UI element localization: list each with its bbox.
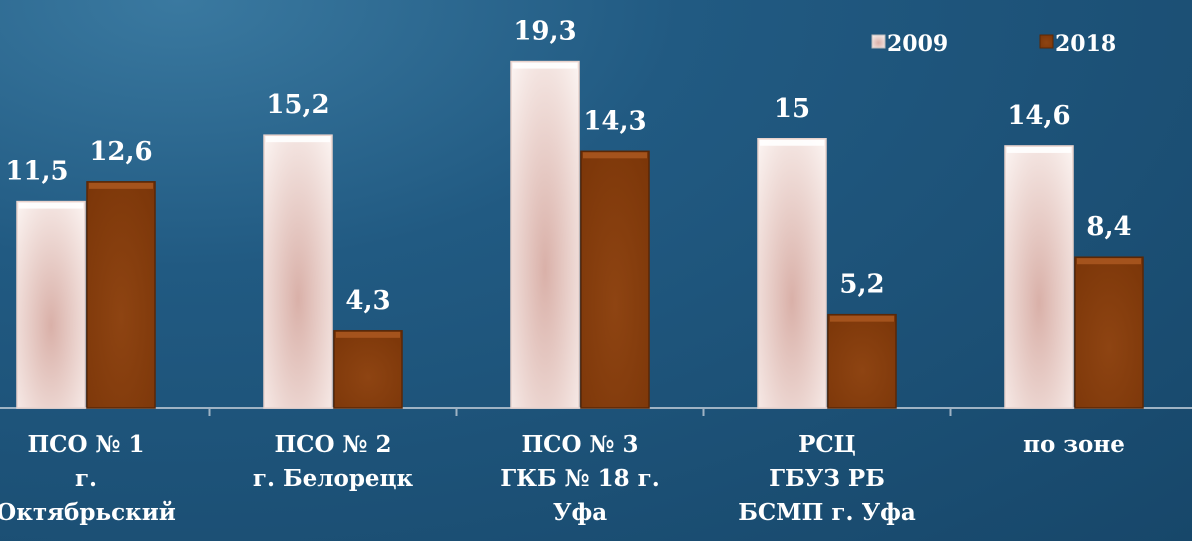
value-label: 14,6 [1007, 101, 1070, 131]
bar [16, 200, 86, 409]
legend-swatch [1039, 34, 1054, 49]
bar-bevel [830, 315, 894, 322]
bar [1074, 256, 1144, 409]
legend-swatch [871, 34, 886, 49]
bar-bevel [336, 331, 400, 338]
value-label: 5,2 [839, 270, 884, 300]
bar [510, 60, 580, 409]
x-tick-label: по зоне [1023, 431, 1125, 458]
value-label: 19,3 [513, 17, 576, 47]
bar [333, 330, 403, 409]
value-label: 8,4 [1086, 212, 1131, 242]
x-tick-label: РСЦ ГБУЗ РБ БСМП г. Уфа [738, 431, 916, 526]
bar [757, 138, 827, 409]
value-label: 14,3 [583, 106, 646, 136]
value-label: 15,2 [266, 90, 329, 120]
bar [1004, 145, 1074, 409]
value-label: 4,3 [345, 286, 390, 316]
bar [86, 181, 156, 409]
value-label: 12,6 [89, 137, 152, 167]
bar-bevel [513, 62, 577, 69]
bar [580, 150, 650, 409]
bar-bevel [19, 202, 83, 209]
bar-bevel [1007, 146, 1071, 153]
value-label: 11,5 [5, 157, 68, 187]
bar-bevel [266, 136, 330, 143]
bar [263, 134, 333, 409]
bar-bevel [583, 152, 647, 159]
bar-bevel [760, 139, 824, 146]
bar-bevel [89, 182, 153, 189]
bar-bevel [1077, 258, 1141, 265]
bar [827, 313, 897, 409]
legend-label: 2018 [1055, 31, 1116, 57]
value-label: 15 [774, 94, 810, 124]
x-tick-label: ПСО № 2 г. Белорецк [252, 431, 414, 492]
legend-label: 2009 [887, 31, 948, 57]
x-tick-label: ПСО № 1 г. Октябрьский [0, 431, 176, 526]
x-tick-label: ПСО № 3 ГКБ № 18 г. Уфа [500, 431, 660, 526]
